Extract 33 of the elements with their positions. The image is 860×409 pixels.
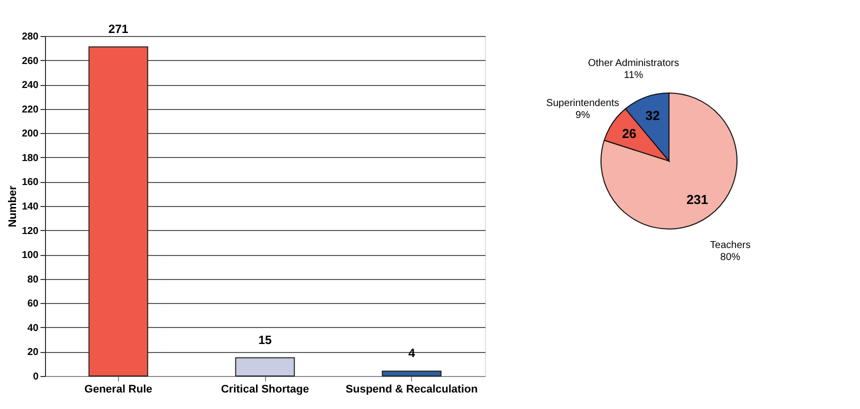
y-tick-label: 220	[22, 104, 39, 116]
y-tick-label: 260	[22, 56, 39, 67]
y-tick-label: 160	[22, 177, 39, 188]
slice-label: Other Administrators	[588, 58, 680, 70]
y-tick-label: 20	[27, 347, 39, 358]
data-label: 26	[622, 126, 636, 142]
y-axis-title: Number	[6, 185, 19, 228]
y-tick-label: 80	[27, 274, 39, 286]
data-label: 231	[686, 192, 708, 207]
text: 11%	[624, 70, 644, 82]
bar	[382, 370, 442, 376]
x-tick-label: Critical Shortage	[220, 384, 310, 396]
bar	[235, 357, 295, 376]
bar	[88, 46, 148, 376]
data-label: 271	[108, 22, 129, 36]
y-tick-label: 280	[22, 32, 39, 42]
y-tick-label: 0	[32, 372, 39, 382]
y-tick-label: 240	[22, 80, 39, 92]
y-tick-label: 140	[22, 202, 39, 212]
y-tick-label: 40	[27, 322, 39, 334]
slice-label: Superintendents	[546, 98, 620, 109]
y-tick-label: 200	[22, 128, 39, 140]
y-tick-label: 120	[22, 226, 39, 237]
y-tick-label: 180	[22, 152, 39, 164]
text: 9%	[575, 110, 590, 121]
slice-label: Teachers	[710, 240, 751, 252]
data-label: 32	[645, 108, 660, 123]
x-tick-label: General Rule	[84, 384, 152, 396]
x-tick-label: Suspend & Recalculation	[346, 384, 478, 396]
text: 80%	[720, 252, 740, 264]
y-tick-label: 60	[27, 298, 39, 310]
data-label: 15	[258, 332, 272, 347]
y-tick-label: 100	[22, 250, 39, 262]
